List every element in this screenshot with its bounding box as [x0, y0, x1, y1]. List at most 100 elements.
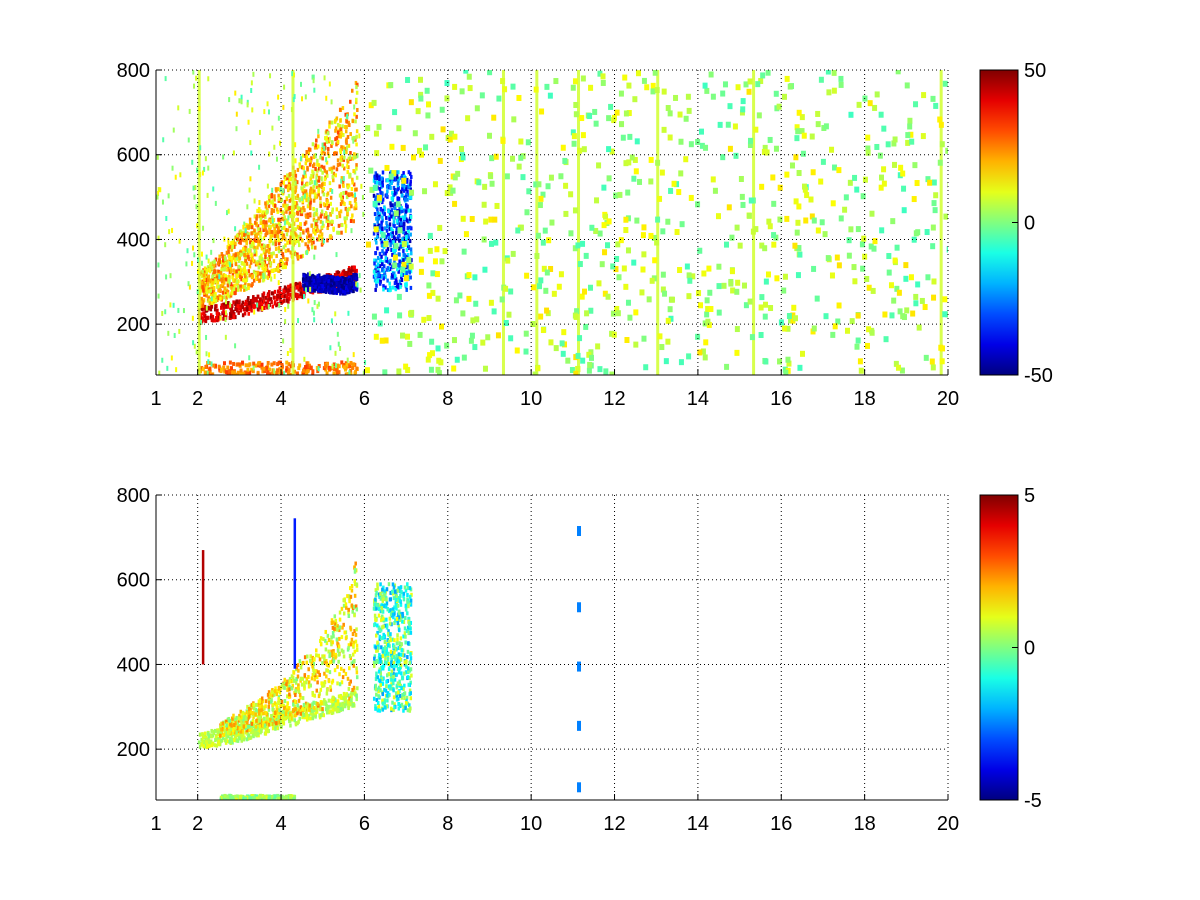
heatmap-cell — [401, 183, 404, 188]
heatmap-cell — [374, 287, 377, 292]
heatmap-cell — [430, 289, 436, 296]
heatmap-cell — [398, 205, 401, 210]
heatmap-cell — [241, 313, 245, 318]
heatmap-cell — [409, 208, 412, 213]
heatmap-cell — [287, 183, 290, 188]
heatmap-cell — [210, 292, 213, 297]
heatmap-cell — [313, 145, 317, 150]
heatmap-cell — [239, 229, 242, 234]
heatmap-cell — [343, 704, 347, 709]
heatmap-cell — [340, 192, 343, 198]
heatmap-cell — [337, 223, 341, 228]
heatmap-cell — [329, 687, 333, 692]
heatmap-cell — [343, 282, 347, 287]
heatmap-cell — [378, 251, 382, 256]
heatmap-cell — [487, 70, 493, 76]
heatmap-cell — [269, 261, 272, 267]
heatmap-cell — [245, 241, 248, 246]
heatmap-cell — [199, 172, 202, 178]
heatmap-cell — [624, 336, 630, 343]
heatmap-cell — [342, 132, 345, 137]
heatmap-cell — [605, 293, 611, 300]
heatmap-cell — [768, 305, 774, 312]
heatmap-cell — [250, 150, 253, 156]
heatmap-cell — [223, 266, 226, 271]
heatmap-cell — [541, 265, 547, 272]
heatmap-stripe — [939, 70, 943, 375]
heatmap-cell — [753, 126, 759, 133]
heatmap-cell — [852, 278, 858, 285]
heatmap-cell — [291, 71, 294, 77]
heatmap-cell — [330, 221, 333, 226]
heatmap-cell — [629, 154, 635, 161]
heatmap-cell — [560, 350, 566, 357]
heatmap-cell — [461, 354, 467, 361]
heatmap-cell — [259, 230, 263, 235]
heatmap-cell — [700, 348, 706, 355]
heatmap-cell — [483, 218, 489, 225]
heatmap-cell — [258, 363, 262, 368]
heatmap-cell — [603, 368, 609, 375]
heatmap-cell — [255, 232, 258, 237]
heatmap-cell — [408, 225, 412, 230]
heatmap-cell — [259, 209, 262, 214]
heatmap-cell — [296, 663, 300, 668]
heatmap-cell — [232, 300, 235, 305]
heatmap-cell — [320, 185, 324, 190]
heatmap-cell — [389, 185, 392, 190]
heatmap-cell — [790, 317, 796, 324]
heatmap-cell — [531, 284, 537, 291]
heatmap-cell — [403, 197, 406, 202]
heatmap-cell — [205, 273, 208, 278]
heatmap-cell — [518, 154, 524, 161]
heatmap-cell — [240, 735, 244, 740]
heatmap-cell — [355, 697, 358, 702]
heatmap-cell — [341, 701, 345, 706]
heatmap-cell — [481, 201, 487, 208]
heatmap-cell — [278, 262, 281, 267]
heatmap-cell — [271, 218, 274, 224]
heatmap-cell — [348, 278, 352, 283]
heatmap-cell — [349, 151, 352, 156]
heatmap-cell — [297, 719, 300, 724]
heatmap-cell — [423, 144, 429, 151]
heatmap-cell — [372, 178, 376, 183]
heatmap-cell — [403, 256, 407, 261]
heatmap-cell — [231, 256, 234, 261]
heatmap-cell — [374, 237, 377, 242]
heatmap-cell — [391, 228, 395, 233]
heatmap-cell — [358, 133, 361, 139]
heatmap-cell — [249, 140, 252, 146]
heatmap-cell — [886, 269, 892, 276]
heatmap-cell — [603, 213, 609, 220]
heatmap-cell — [186, 248, 189, 254]
heatmap-cell — [266, 275, 270, 280]
heatmap-cell — [273, 368, 276, 374]
heatmap-cell — [387, 260, 390, 265]
heatmap-cell — [347, 156, 351, 161]
heatmap-cell — [225, 262, 229, 267]
heatmap-cell — [268, 151, 271, 157]
heatmap-cell — [282, 294, 286, 299]
heatmap-cell — [234, 235, 237, 240]
heatmap-cell — [270, 229, 273, 234]
heatmap-cell — [387, 232, 390, 237]
heatmap-cell — [826, 89, 832, 96]
heatmap-cell — [799, 114, 805, 121]
heatmap-cell — [342, 280, 346, 285]
heatmap-cell — [287, 178, 291, 183]
heatmap-cell — [220, 266, 223, 271]
heatmap-cell — [231, 289, 234, 295]
heatmap-cell — [266, 248, 270, 253]
heatmap-cell — [347, 193, 351, 198]
heatmap-cell — [375, 283, 378, 288]
heatmap-cell — [294, 292, 297, 297]
heatmap-cell — [460, 310, 466, 317]
heatmap-cell — [872, 238, 878, 245]
heatmap-cell — [440, 126, 446, 133]
heatmap-cell — [330, 278, 333, 283]
heatmap-cell — [734, 349, 740, 356]
heatmap-cell — [271, 187, 274, 193]
heatmap-cell — [274, 203, 277, 208]
heatmap-cell — [288, 240, 292, 245]
